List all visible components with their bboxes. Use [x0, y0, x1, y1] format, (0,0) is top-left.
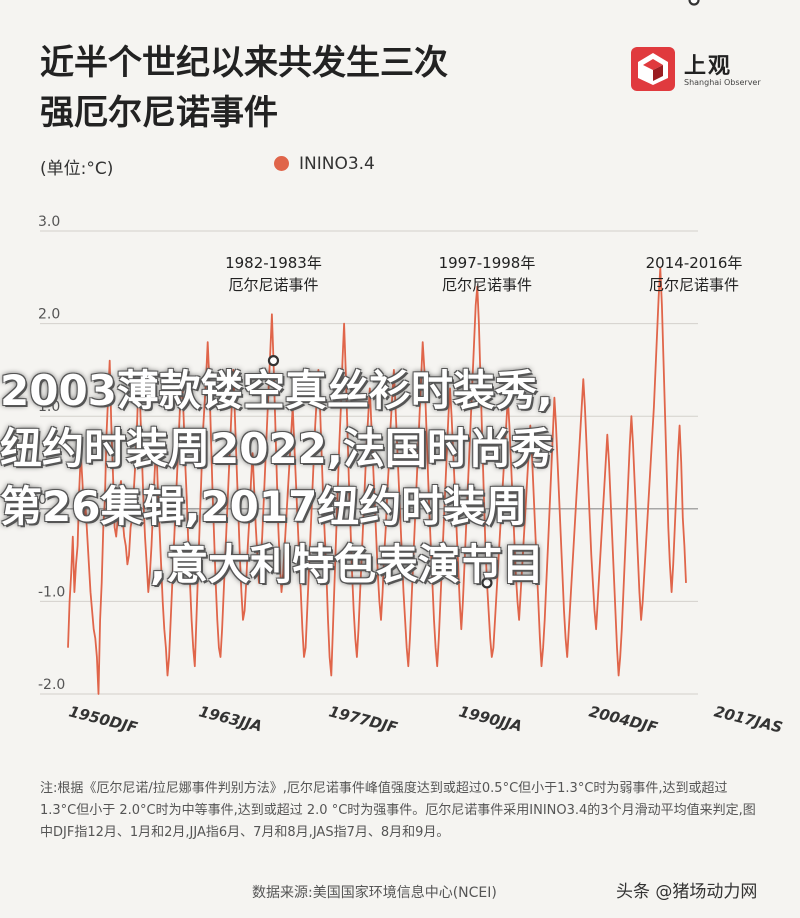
watermark: 头条 @猪场动力网 — [616, 882, 758, 902]
x-tick-label-3: 1990JJA — [457, 702, 524, 735]
event-label-1-line2: 厄尔尼诺事件 — [442, 276, 532, 294]
event-label-0-line2: 厄尔尼诺事件 — [228, 276, 318, 294]
y-tick-label-2: 1.0 — [38, 399, 60, 415]
y-tick-label-0: 3.0 — [38, 214, 60, 230]
event-marker-2 — [688, 0, 700, 6]
x-tick-label-2: 1977DJF — [327, 702, 400, 737]
overlay-caption: 2003薄款镂空真丝衫时装秀, 纽约时装周2022,法国时尚秀 第26集辑,20… — [0, 362, 800, 594]
event-label-2-line1: 2014-2016年 — [646, 254, 743, 272]
shanghai-observer-logo: 上观 Shanghai Observer — [630, 46, 770, 96]
legend: ININO3.4 — [274, 154, 375, 174]
title-line-2: 强厄尔尼诺事件 — [40, 93, 278, 133]
chart-title: 近半个世纪以来共发生三次 强厄尔尼诺事件 — [40, 38, 600, 138]
event-label-1-line1: 1997-1998年 — [439, 254, 536, 272]
overlay-line-1: 2003薄款镂空真丝衫时装秀, — [0, 366, 553, 415]
event-marker-1 — [481, 577, 493, 589]
unit-label: (单位:°C) — [40, 159, 114, 179]
footnote: 注:根据《厄尔尼诺/拉尼娜事件判别方法》,厄尔尼诺事件峰值强度达到或超过0.5°… — [40, 781, 756, 840]
event-label-2-line2: 厄尔尼诺事件 — [649, 276, 739, 294]
title-line-1: 近半个世纪以来共发生三次 — [40, 43, 448, 83]
y-tick-label-1: 2.0 — [38, 307, 60, 323]
x-tick-label-5: 2017JAS — [712, 702, 784, 736]
x-tick-label-4: 2004DJF — [587, 702, 660, 737]
shanghai-observer-logo-icon — [631, 47, 675, 91]
legend-dot-icon — [274, 156, 289, 171]
y-tick-label-5: -2.0 — [38, 677, 65, 693]
data-source: 数据来源:美国国家环境信息中心(NCEI) — [252, 885, 497, 901]
logo-subtitle: Shanghai Observer — [684, 78, 761, 87]
x-tick-label-0: 1950DJF — [67, 702, 140, 737]
y-tick-label-4: -1.0 — [38, 584, 65, 600]
y-tick-label-3: 0 — [38, 492, 47, 508]
overlay-line-3: 第26集辑,2017纽约时装周 — [0, 482, 528, 531]
overlay-line-4: ,意大利特色表演节目 — [150, 540, 544, 589]
legend-label: ININO3.4 — [299, 154, 375, 174]
series-line-ININO3.4 — [67, 267, 687, 695]
event-marker-0 — [267, 355, 280, 367]
event-label-0-line1: 1982-1983年 — [225, 254, 322, 272]
overlay-line-2: 纽约时装周2022,法国时尚秀 — [0, 424, 553, 473]
x-tick-label-1: 1963JJA — [197, 702, 264, 735]
logo-name: 上观 — [684, 54, 733, 79]
